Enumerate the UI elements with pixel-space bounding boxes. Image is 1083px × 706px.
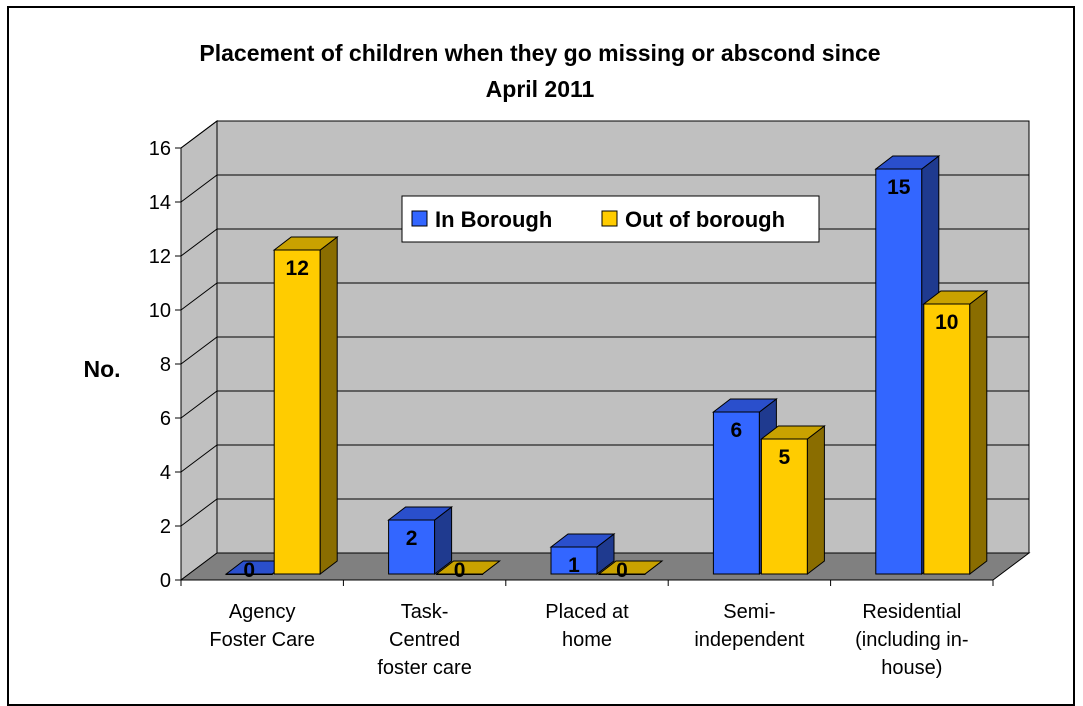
y-tick-label: 2 — [160, 516, 171, 538]
x-tick-label: Semi- — [723, 601, 775, 623]
x-tick-label: (including in- — [855, 629, 968, 651]
x-tick-label: house) — [881, 657, 942, 679]
legend-swatch — [601, 210, 618, 227]
y-axis-label: No. — [83, 356, 120, 382]
y-tick-label: 12 — [149, 246, 171, 268]
bar-top — [272, 236, 339, 251]
x-tick-label: Foster Care — [209, 629, 315, 651]
y-tick-label: 8 — [160, 354, 171, 376]
bar-side — [806, 424, 825, 576]
bar-top — [597, 560, 664, 575]
y-tick-label: 0 — [160, 570, 171, 592]
bar-top — [922, 290, 989, 305]
gridline — [180, 390, 1029, 419]
legend-label: Out of borough — [625, 207, 785, 232]
x-tick-label: foster care — [377, 657, 471, 679]
bar-front — [273, 249, 321, 575]
data-label: 10 — [935, 311, 958, 334]
y-tick-label: 14 — [149, 192, 171, 214]
data-label: 15 — [887, 176, 911, 199]
gridline — [180, 282, 1029, 311]
x-tick-label: Task- — [401, 601, 449, 623]
data-label: 6 — [731, 419, 743, 442]
gridline — [180, 336, 1029, 365]
bar-side — [319, 235, 338, 576]
x-tick-label: independent — [694, 629, 805, 651]
gridline — [180, 120, 1029, 149]
y-tick-label: 16 — [149, 138, 171, 160]
gridline — [180, 174, 1029, 203]
data-label: 5 — [779, 446, 791, 469]
y-tick-label: 10 — [149, 300, 171, 322]
legend-label: In Borough — [435, 207, 552, 232]
legend-swatch — [411, 210, 428, 227]
data-label: 12 — [286, 257, 309, 280]
x-tick-label: Centred — [389, 629, 460, 651]
data-label: 0 — [243, 559, 255, 582]
y-tick-label: 6 — [160, 408, 171, 430]
bar-top — [759, 425, 826, 440]
data-label: 0 — [454, 559, 466, 582]
bar-front — [923, 303, 971, 575]
data-label: 2 — [406, 527, 418, 550]
data-label: 0 — [616, 559, 628, 582]
chart-title-line2: April 2011 — [485, 76, 595, 102]
bar-top — [549, 533, 616, 548]
bar-side — [969, 289, 988, 576]
bar-top — [435, 560, 502, 575]
bar-top — [874, 155, 941, 170]
y-tick-label: 4 — [160, 462, 171, 484]
x-tick-label: home — [562, 629, 612, 651]
bar-top — [711, 398, 778, 413]
chart-title-line1: Placement of children when they go missi… — [199, 40, 881, 66]
x-tick-label: Agency — [229, 601, 296, 623]
x-tick-label: Placed at — [545, 601, 629, 623]
x-tick-label: Residential — [862, 601, 961, 623]
data-label: 1 — [568, 554, 580, 577]
bar-top — [387, 506, 454, 521]
bar-front — [875, 168, 923, 575]
